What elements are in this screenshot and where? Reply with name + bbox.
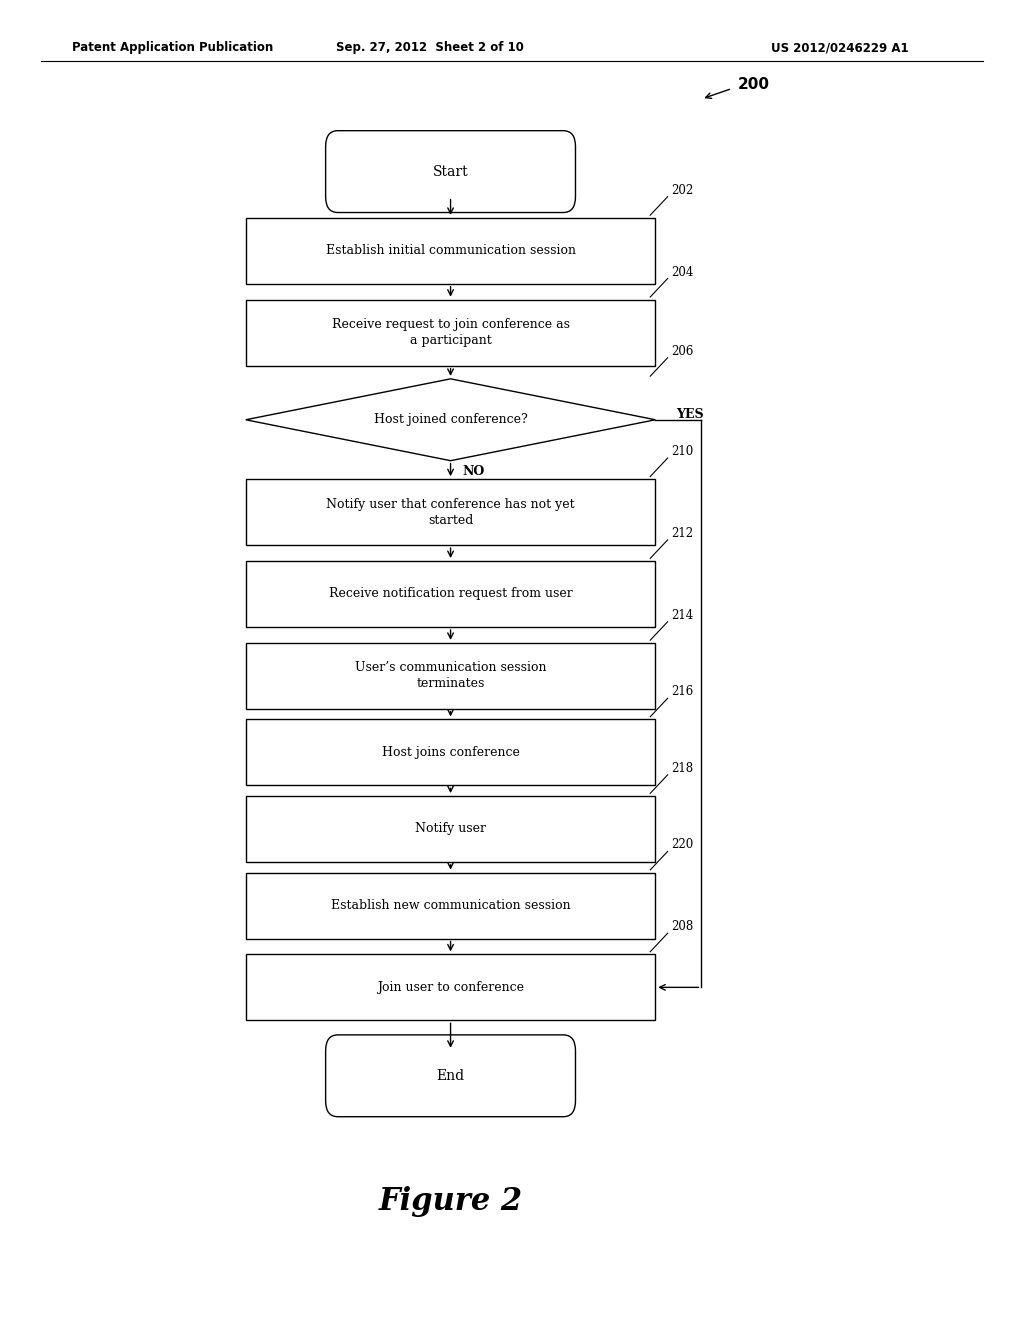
Text: Notify user that conference has not yet
started: Notify user that conference has not yet … [327, 498, 574, 527]
Bar [246, 643, 655, 709]
Text: 218: 218 [671, 762, 693, 775]
Text: End: End [436, 1069, 465, 1082]
Text: User’s communication session
terminates: User’s communication session terminates [354, 661, 547, 690]
Text: 210: 210 [671, 445, 693, 458]
Text: Figure 2: Figure 2 [379, 1185, 522, 1217]
Bar [246, 873, 655, 939]
Text: Host joins conference: Host joins conference [382, 746, 519, 759]
Text: Start: Start [433, 165, 468, 178]
Text: YES: YES [676, 408, 703, 421]
Polygon shape [246, 379, 655, 461]
Text: US 2012/0246229 A1: US 2012/0246229 A1 [771, 41, 908, 54]
Text: Notify user: Notify user [415, 822, 486, 836]
FancyBboxPatch shape [326, 131, 575, 213]
Bar [246, 218, 655, 284]
Text: Patent Application Publication: Patent Application Publication [72, 41, 273, 54]
Text: Host joined conference?: Host joined conference? [374, 413, 527, 426]
Text: Join user to conference: Join user to conference [377, 981, 524, 994]
Text: 200: 200 [737, 77, 769, 92]
Bar [246, 479, 655, 545]
Text: Sep. 27, 2012  Sheet 2 of 10: Sep. 27, 2012 Sheet 2 of 10 [336, 41, 524, 54]
Text: 220: 220 [671, 838, 693, 851]
Text: Establish new communication session: Establish new communication session [331, 899, 570, 912]
Text: 206: 206 [671, 345, 693, 358]
Text: 204: 204 [671, 265, 693, 279]
Text: Establish initial communication session: Establish initial communication session [326, 244, 575, 257]
Text: 202: 202 [671, 183, 693, 197]
FancyBboxPatch shape [326, 1035, 575, 1117]
Bar [246, 719, 655, 785]
Text: 214: 214 [671, 609, 693, 622]
Bar [246, 796, 655, 862]
Text: 212: 212 [671, 527, 693, 540]
Text: Receive request to join conference as
a participant: Receive request to join conference as a … [332, 318, 569, 347]
Bar [246, 561, 655, 627]
Text: 208: 208 [671, 920, 693, 933]
Text: NO: NO [463, 465, 485, 478]
Text: Receive notification request from user: Receive notification request from user [329, 587, 572, 601]
Text: 216: 216 [671, 685, 693, 698]
Bar [246, 954, 655, 1020]
Bar [246, 300, 655, 366]
